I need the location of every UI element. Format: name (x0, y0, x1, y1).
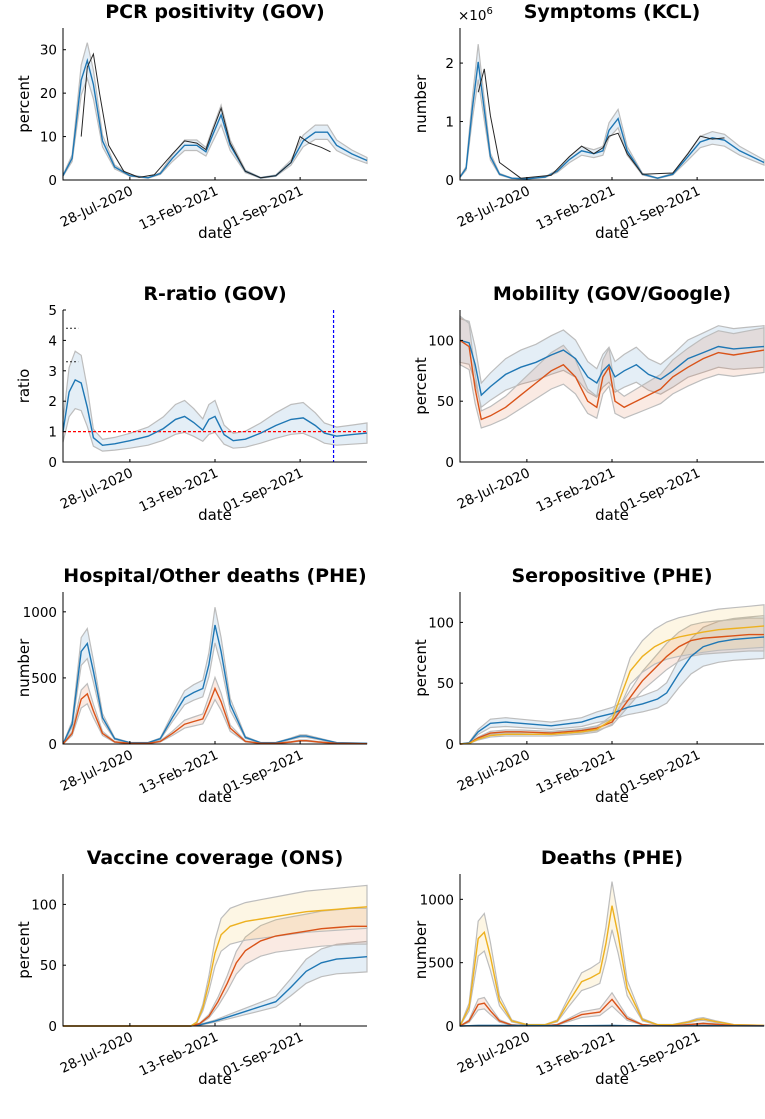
y-tick-label: 1 (48, 425, 57, 441)
series-line-old (459, 905, 765, 1027)
y-tick-label: 50 (437, 676, 454, 692)
chart-title: PCR positivity (GOV) (105, 1, 324, 23)
x-tick-label: 01-Sep-2021 (617, 747, 702, 798)
y-tick-label: 100 (428, 333, 454, 349)
y-tick-label: 0 (48, 455, 57, 471)
y-axis-label: number (412, 74, 430, 133)
y-tick-label: 0 (445, 737, 454, 753)
x-axis-label: date (595, 506, 629, 524)
y-tick-label: 100 (428, 615, 454, 631)
y-axis-label: percent (412, 639, 430, 697)
series-line-data (477, 68, 725, 179)
y-tick-label: 1000 (420, 892, 454, 908)
series-line-orange (459, 339, 765, 421)
x-tick-label: 28-Jul-2020 (58, 747, 136, 795)
y-tick-label: 0 (445, 1019, 454, 1035)
y-axis-label: number (15, 638, 33, 697)
x-tick-label: 28-Jul-2020 (455, 747, 533, 795)
y-tick-label: 100 (31, 897, 57, 913)
y-axis-label: ratio (15, 369, 33, 404)
y-tick-label: 500 (31, 671, 57, 687)
series-band-young (63, 940, 368, 1027)
y-tick-label: 1 (445, 115, 454, 131)
axes (459, 28, 764, 181)
chart-title: Vaccine coverage (ONS) (87, 847, 344, 869)
y-axis-label: percent (15, 921, 33, 979)
chart-title: Mobility (GOV/Google) (493, 283, 731, 305)
chart-title: Deaths (PHE) (541, 847, 683, 869)
x-axis-label: date (595, 1070, 629, 1088)
x-tick-label: 28-Jul-2020 (455, 1029, 533, 1077)
series-line-blue (459, 339, 765, 397)
series-line-young (63, 956, 368, 1027)
series-line-data (80, 52, 331, 179)
y-tick-label: 50 (437, 394, 454, 410)
series-line-young (459, 636, 765, 745)
series-band-model (459, 44, 765, 180)
x-axis-label: date (198, 788, 232, 806)
series-line-middle (459, 633, 764, 745)
y-tick-label: 0 (445, 173, 454, 189)
series-line-model (62, 378, 368, 447)
series-band-model (62, 350, 368, 452)
series-line-other (62, 686, 368, 745)
series-line-hospital (62, 624, 368, 745)
x-tick-label: 28-Jul-2020 (58, 183, 136, 231)
chart-title: Symptoms (KCL) (524, 1, 701, 23)
y-tick-label: 500 (428, 956, 454, 972)
x-axis-label: date (595, 788, 629, 806)
x-axis-label: date (595, 224, 629, 242)
y-axis-label: number (412, 920, 430, 979)
y-tick-label: 50 (40, 958, 57, 974)
series-band-model (62, 42, 368, 179)
y-axis-label: percent (412, 357, 430, 415)
x-axis-label: date (198, 1070, 232, 1088)
y-tick-label: 5 (48, 303, 57, 319)
series-line-middle (63, 925, 367, 1027)
chart-title: Seropositive (PHE) (511, 565, 712, 587)
y-tick-label: 20 (40, 86, 57, 102)
x-axis-label: date (198, 224, 232, 242)
y-tick-label: 10 (40, 130, 57, 146)
x-tick-label: 01-Sep-2021 (220, 183, 305, 234)
x-tick-label: 01-Sep-2021 (220, 1029, 305, 1080)
series-line-old (459, 625, 765, 745)
series-line-model (62, 58, 368, 179)
x-tick-label: 01-Sep-2021 (617, 1029, 702, 1080)
x-tick-label: 28-Jul-2020 (58, 465, 136, 513)
y-tick-label: 0 (48, 1019, 57, 1035)
y-exponent: ×106 (458, 6, 493, 24)
y-tick-label: 2 (48, 394, 57, 410)
x-tick-label: 28-Jul-2020 (455, 183, 533, 231)
x-tick-label: 01-Sep-2021 (617, 465, 702, 516)
chart-title: Hospital/Other deaths (PHE) (63, 565, 366, 587)
y-tick-label: 4 (48, 333, 57, 349)
y-tick-label: 0 (445, 455, 454, 471)
x-axis-label: date (198, 506, 232, 524)
y-tick-label: 2 (445, 56, 454, 72)
x-tick-label: 01-Sep-2021 (220, 465, 305, 516)
y-tick-label: 0 (48, 173, 57, 189)
series-line-old (63, 906, 368, 1027)
chart-title: R-ratio (GOV) (143, 283, 286, 305)
y-tick-label: 30 (40, 43, 57, 59)
x-tick-label: 28-Jul-2020 (58, 1029, 136, 1077)
y-axis-label: percent (15, 75, 33, 133)
y-tick-label: 1000 (23, 605, 57, 621)
y-tick-label: 0 (48, 737, 57, 753)
x-tick-label: 01-Sep-2021 (617, 183, 702, 234)
y-tick-label: 3 (48, 364, 57, 380)
x-tick-label: 01-Sep-2021 (220, 747, 305, 798)
chart-hospital: Hospital/Other deaths (PHE) 0 500 1000 28-Ju… (15, 565, 368, 806)
x-tick-label: 28-Jul-2020 (455, 465, 533, 513)
